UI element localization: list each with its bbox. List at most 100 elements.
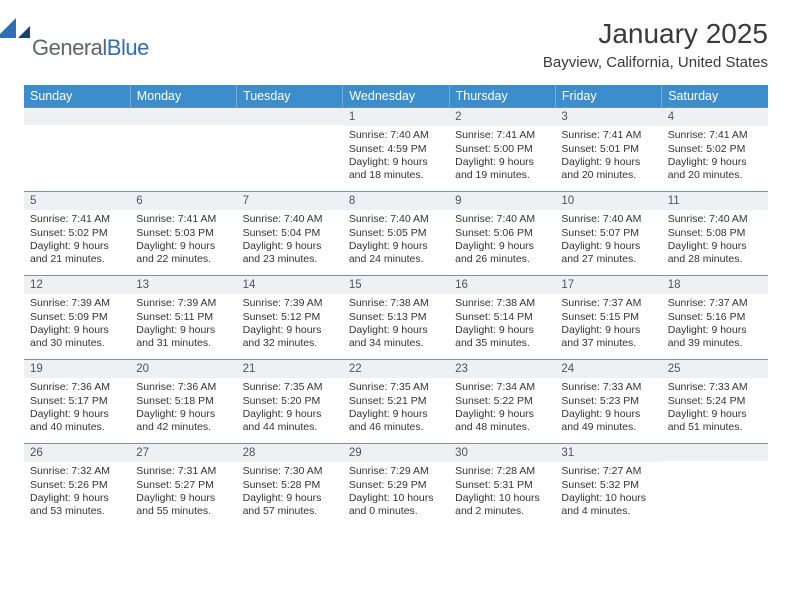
sunset-line: Sunset: 5:15 PM [561,311,655,324]
daylight-line: Daylight: 9 hours and 18 minutes. [349,156,443,182]
brand-part1: General [32,35,107,60]
title-block: January 2025 Bayview, California, United… [543,18,768,71]
calendar-cell [662,443,768,527]
day-number: 7 [237,191,343,210]
calendar-week-row: 5Sunrise: 7:41 AMSunset: 5:02 PMDaylight… [24,191,768,275]
sunrise-line: Sunrise: 7:37 AM [668,297,762,310]
sunset-line: Sunset: 5:13 PM [349,311,443,324]
sunset-line: Sunset: 5:00 PM [455,143,549,156]
day-header: Monday [130,85,236,107]
day-number: 28 [237,443,343,462]
calendar-cell: 1Sunrise: 7:40 AMSunset: 4:59 PMDaylight… [343,107,449,191]
sunrise-line: Sunrise: 7:32 AM [30,465,124,478]
calendar-cell: 27Sunrise: 7:31 AMSunset: 5:27 PMDayligh… [130,443,236,527]
sunrise-line: Sunrise: 7:38 AM [349,297,443,310]
day-number: 18 [662,275,768,294]
sunset-line: Sunset: 5:20 PM [243,395,337,408]
day-details: Sunrise: 7:40 AMSunset: 5:08 PMDaylight:… [662,210,768,270]
day-details: Sunrise: 7:40 AMSunset: 4:59 PMDaylight:… [343,126,449,186]
day-details: Sunrise: 7:41 AMSunset: 5:02 PMDaylight:… [662,126,768,186]
day-number: 12 [24,275,130,294]
day-details: Sunrise: 7:40 AMSunset: 5:07 PMDaylight:… [555,210,661,270]
sunset-line: Sunset: 5:23 PM [561,395,655,408]
day-number [237,107,343,125]
day-number: 6 [130,191,236,210]
calendar-cell: 7Sunrise: 7:40 AMSunset: 5:04 PMDaylight… [237,191,343,275]
day-details: Sunrise: 7:41 AMSunset: 5:02 PMDaylight:… [24,210,130,270]
sunrise-line: Sunrise: 7:34 AM [455,381,549,394]
calendar-cell: 29Sunrise: 7:29 AMSunset: 5:29 PMDayligh… [343,443,449,527]
sunset-line: Sunset: 5:16 PM [668,311,762,324]
daylight-line: Daylight: 9 hours and 27 minutes. [561,240,655,266]
calendar-cell: 10Sunrise: 7:40 AMSunset: 5:07 PMDayligh… [555,191,661,275]
sunrise-line: Sunrise: 7:36 AM [30,381,124,394]
day-details: Sunrise: 7:41 AMSunset: 5:03 PMDaylight:… [130,210,236,270]
day-number: 23 [449,359,555,378]
daylight-line: Daylight: 9 hours and 26 minutes. [455,240,549,266]
sunrise-line: Sunrise: 7:39 AM [136,297,230,310]
day-details: Sunrise: 7:35 AMSunset: 5:20 PMDaylight:… [237,378,343,438]
day-number: 9 [449,191,555,210]
daylight-line: Daylight: 9 hours and 57 minutes. [243,492,337,518]
sunset-line: Sunset: 5:01 PM [561,143,655,156]
daylight-line: Daylight: 9 hours and 42 minutes. [136,408,230,434]
sunrise-line: Sunrise: 7:41 AM [455,129,549,142]
day-details: Sunrise: 7:33 AMSunset: 5:24 PMDaylight:… [662,378,768,438]
sunset-line: Sunset: 5:29 PM [349,479,443,492]
day-details: Sunrise: 7:37 AMSunset: 5:15 PMDaylight:… [555,294,661,354]
sunrise-line: Sunrise: 7:40 AM [349,129,443,142]
day-number: 25 [662,359,768,378]
sunrise-line: Sunrise: 7:33 AM [561,381,655,394]
sunset-line: Sunset: 5:05 PM [349,227,443,240]
sunset-line: Sunset: 5:31 PM [455,479,549,492]
day-details: Sunrise: 7:27 AMSunset: 5:32 PMDaylight:… [555,462,661,522]
day-details: Sunrise: 7:39 AMSunset: 5:09 PMDaylight:… [24,294,130,354]
day-number: 4 [662,107,768,126]
calendar-cell: 13Sunrise: 7:39 AMSunset: 5:11 PMDayligh… [130,275,236,359]
sunrise-line: Sunrise: 7:35 AM [243,381,337,394]
calendar-cell: 12Sunrise: 7:39 AMSunset: 5:09 PMDayligh… [24,275,130,359]
day-number: 31 [555,443,661,462]
sunset-line: Sunset: 5:17 PM [30,395,124,408]
calendar-cell: 17Sunrise: 7:37 AMSunset: 5:15 PMDayligh… [555,275,661,359]
daylight-line: Daylight: 9 hours and 40 minutes. [30,408,124,434]
sunrise-line: Sunrise: 7:39 AM [30,297,124,310]
day-header: Friday [555,85,661,107]
day-header: Saturday [662,85,768,107]
day-details: Sunrise: 7:41 AMSunset: 5:00 PMDaylight:… [449,126,555,186]
daylight-line: Daylight: 9 hours and 35 minutes. [455,324,549,350]
calendar-cell: 16Sunrise: 7:38 AMSunset: 5:14 PMDayligh… [449,275,555,359]
sunset-line: Sunset: 5:04 PM [243,227,337,240]
sunset-line: Sunset: 5:22 PM [455,395,549,408]
day-header-row: Sunday Monday Tuesday Wednesday Thursday… [24,85,768,107]
day-number [130,107,236,125]
month-title: January 2025 [543,18,768,50]
sunrise-line: Sunrise: 7:40 AM [668,213,762,226]
day-details: Sunrise: 7:40 AMSunset: 5:06 PMDaylight:… [449,210,555,270]
day-details: Sunrise: 7:41 AMSunset: 5:01 PMDaylight:… [555,126,661,186]
day-number: 14 [237,275,343,294]
calendar-cell [130,107,236,191]
daylight-line: Daylight: 9 hours and 20 minutes. [561,156,655,182]
day-header: Sunday [24,85,130,107]
sunrise-line: Sunrise: 7:38 AM [455,297,549,310]
day-number: 26 [24,443,130,462]
day-details: Sunrise: 7:37 AMSunset: 5:16 PMDaylight:… [662,294,768,354]
calendar-cell: 4Sunrise: 7:41 AMSunset: 5:02 PMDaylight… [662,107,768,191]
day-number: 11 [662,191,768,210]
calendar-cell: 24Sunrise: 7:33 AMSunset: 5:23 PMDayligh… [555,359,661,443]
day-number: 10 [555,191,661,210]
calendar-cell: 2Sunrise: 7:41 AMSunset: 5:00 PMDaylight… [449,107,555,191]
sunset-line: Sunset: 5:21 PM [349,395,443,408]
sunset-line: Sunset: 5:09 PM [30,311,124,324]
sunrise-line: Sunrise: 7:27 AM [561,465,655,478]
sunset-line: Sunset: 5:07 PM [561,227,655,240]
calendar-cell: 28Sunrise: 7:30 AMSunset: 5:28 PMDayligh… [237,443,343,527]
daylight-line: Daylight: 9 hours and 48 minutes. [455,408,549,434]
day-number: 27 [130,443,236,462]
calendar-cell: 8Sunrise: 7:40 AMSunset: 5:05 PMDaylight… [343,191,449,275]
sunset-line: Sunset: 5:11 PM [136,311,230,324]
sunrise-line: Sunrise: 7:31 AM [136,465,230,478]
day-number: 20 [130,359,236,378]
calendar-cell: 9Sunrise: 7:40 AMSunset: 5:06 PMDaylight… [449,191,555,275]
